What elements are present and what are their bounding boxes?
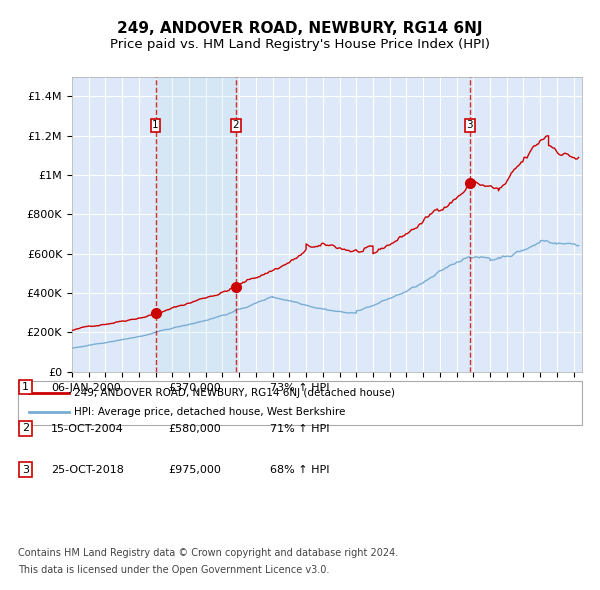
- Text: 249, ANDOVER ROAD, NEWBURY, RG14 6NJ (detached house): 249, ANDOVER ROAD, NEWBURY, RG14 6NJ (de…: [74, 388, 395, 398]
- Text: 3: 3: [22, 465, 29, 474]
- FancyBboxPatch shape: [19, 379, 32, 395]
- Text: Contains HM Land Registry data © Crown copyright and database right 2024.: Contains HM Land Registry data © Crown c…: [18, 548, 398, 558]
- Text: This data is licensed under the Open Government Licence v3.0.: This data is licensed under the Open Gov…: [18, 565, 329, 575]
- Bar: [155, 77, 236, 372]
- Text: £370,000: £370,000: [168, 383, 221, 392]
- Text: 2: 2: [233, 120, 239, 130]
- Text: 2: 2: [22, 424, 29, 433]
- FancyBboxPatch shape: [19, 462, 32, 477]
- Text: 25-OCT-2018: 25-OCT-2018: [51, 466, 124, 475]
- FancyBboxPatch shape: [19, 421, 32, 436]
- Text: 06-JAN-2000: 06-JAN-2000: [51, 383, 121, 392]
- Text: £580,000: £580,000: [168, 424, 221, 434]
- Text: 249, ANDOVER ROAD, NEWBURY, RG14 6NJ: 249, ANDOVER ROAD, NEWBURY, RG14 6NJ: [117, 21, 483, 35]
- Text: 15-OCT-2004: 15-OCT-2004: [51, 424, 124, 434]
- Text: £975,000: £975,000: [168, 466, 221, 475]
- Text: HPI: Average price, detached house, West Berkshire: HPI: Average price, detached house, West…: [74, 408, 346, 417]
- Text: 73% ↑ HPI: 73% ↑ HPI: [270, 383, 329, 392]
- Text: 68% ↑ HPI: 68% ↑ HPI: [270, 466, 329, 475]
- Text: 71% ↑ HPI: 71% ↑ HPI: [270, 424, 329, 434]
- Text: 3: 3: [467, 120, 473, 130]
- Text: 1: 1: [152, 120, 159, 130]
- Text: Price paid vs. HM Land Registry's House Price Index (HPI): Price paid vs. HM Land Registry's House …: [110, 38, 490, 51]
- Text: 1: 1: [22, 382, 29, 392]
- FancyBboxPatch shape: [18, 381, 582, 425]
